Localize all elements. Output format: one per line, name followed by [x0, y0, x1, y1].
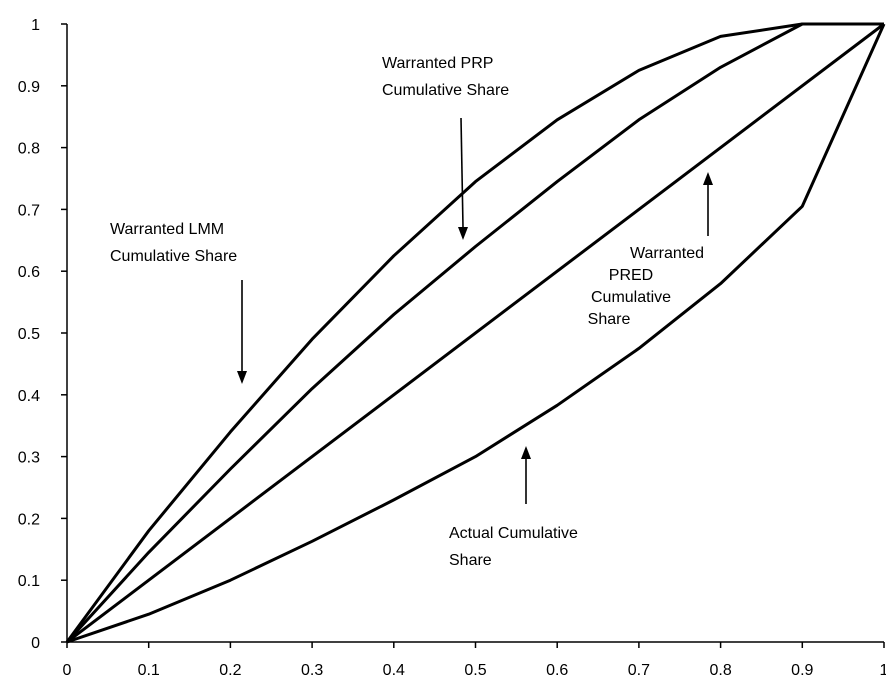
annotation-lmm-line: Cumulative Share [110, 248, 237, 265]
x-tick-label: 0.4 [383, 662, 405, 679]
y-tick-label: 0.5 [18, 326, 40, 343]
y-tick-label: 0.4 [18, 388, 40, 405]
series-line-1 [65, 22, 884, 644]
annotation-prp-line: Cumulative Share [382, 82, 509, 99]
annotation-lmm-line: Warranted LMM [110, 221, 224, 238]
annotation-arrowhead-actual [521, 446, 531, 459]
annotation-arrows [237, 117, 713, 504]
annotations: Warranted LMM Cumulative Share Warranted P… [110, 55, 704, 569]
annotation-arrow-prp [460, 117, 464, 228]
x-tick-label: 0.2 [219, 662, 241, 679]
annotation-arrowhead-lmm [237, 371, 247, 384]
y-tick-label: 1 [31, 17, 40, 34]
y-tick-label: 0.6 [18, 264, 40, 281]
x-tick-label: 0.9 [791, 662, 813, 679]
series-line-0 [65, 22, 884, 643]
annotation-arrowhead-pred [703, 172, 713, 185]
x-tick-label: 0.8 [709, 662, 731, 679]
y-tick-label: 0 [31, 635, 40, 652]
x-tick-label: 0 [63, 662, 72, 679]
x-tick-label: 0.5 [464, 662, 486, 679]
x-tick-labels: 0 0.1 0.2 0.3 0.4 0.5 0.6 0.7 0.8 0.9 1 [63, 642, 886, 679]
x-tick-label: 0.1 [138, 662, 160, 679]
annotation-arrowhead-prp [458, 227, 468, 240]
y-tick-labels: 0 0.1 0.2 0.3 0.4 0.5 0.6 0.7 0.8 0.9 1 [18, 17, 67, 652]
y-tick-label: 0.9 [18, 79, 40, 96]
annotation-prp-line: Warranted PRP [382, 55, 493, 72]
y-tick-label: 0.2 [18, 511, 40, 528]
y-tick-label: 0.7 [18, 202, 40, 219]
series-line-2 [66, 22, 885, 644]
y-tick-label: 0.1 [18, 573, 40, 590]
x-tick-label: 1 [880, 662, 886, 679]
annotation-actual-line: Actual Cumulative [449, 525, 578, 542]
x-tick-label: 0.3 [301, 662, 323, 679]
x-tick-label: 0.6 [546, 662, 568, 679]
y-tick-label: 0.3 [18, 450, 40, 467]
annotation-pred-line: Warranted [630, 245, 704, 262]
series-lines [65, 22, 886, 644]
series-line-3 [66, 23, 886, 644]
annotation-actual-line: Share [449, 552, 492, 569]
annotation-pred-line: PRED [609, 267, 653, 284]
y-tick-label: 0.8 [18, 141, 40, 158]
annotation-pred-line: Share [588, 311, 631, 328]
x-tick-label: 0.7 [628, 662, 650, 679]
annotation-pred-line: Cumulative [591, 289, 671, 306]
